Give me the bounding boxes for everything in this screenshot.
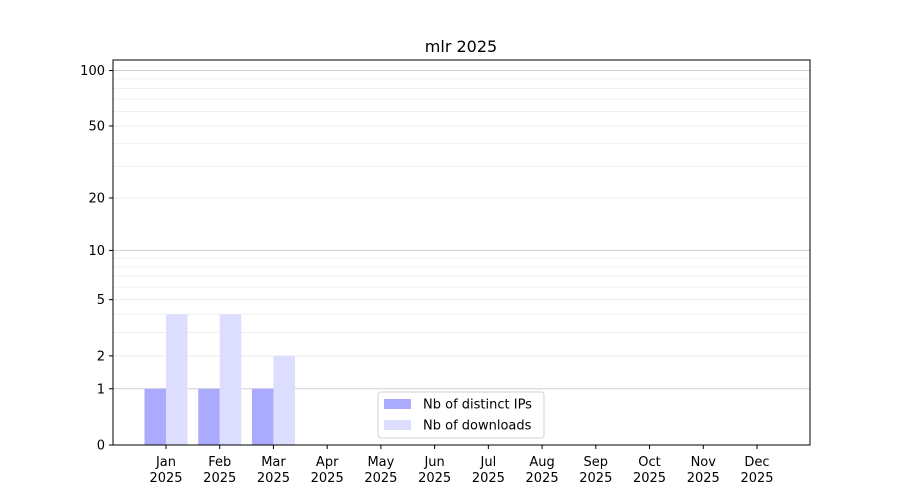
plot-frame: [112, 59, 811, 446]
y-tick-label: 50: [88, 119, 105, 134]
x-axis: Jan2025Feb2025Mar2025Apr2025May2025Jun20…: [149, 445, 774, 486]
x-tick-label-year: 2025: [364, 471, 397, 486]
x-tick-label-month: Dec: [744, 455, 769, 470]
y-tick-label: 0: [97, 439, 105, 454]
x-tick-label-month: Feb: [208, 455, 231, 470]
x-tick-label-year: 2025: [311, 471, 344, 486]
x-tick-label-month: Sep: [584, 455, 609, 470]
x-tick-label-year: 2025: [526, 471, 559, 486]
x-tick-label-year: 2025: [472, 471, 505, 486]
legend-label: Nb of distinct IPs: [423, 398, 532, 413]
x-tick-label-month: Apr: [316, 455, 339, 470]
legend-box: [377, 391, 545, 439]
bar-downloads: [166, 314, 188, 445]
x-tick-label-year: 2025: [418, 471, 451, 486]
x-tick-label-month: Jul: [480, 455, 497, 470]
legend: Nb of distinct IPs Nb of downloads: [377, 391, 545, 439]
legend-swatch: [384, 420, 411, 430]
x-tick-label-year: 2025: [203, 471, 236, 486]
x-tick-label-year: 2025: [633, 471, 666, 486]
x-tick-label-month: Jan: [155, 455, 176, 470]
bar-distinct-ips: [251, 388, 274, 445]
x-tick-label-year: 2025: [579, 471, 612, 486]
y-tick-label: 2: [97, 349, 105, 364]
legend-swatch: [384, 399, 411, 409]
bar-distinct-ips: [198, 388, 220, 445]
y-axis: 0 1 2 5 10 20 50 100: [80, 64, 113, 454]
x-tick-label-year: 2025: [687, 471, 720, 486]
y-tick-label: 20: [88, 191, 105, 206]
chart-title: mlr 2025: [425, 37, 497, 56]
y-tick-label: 5: [97, 293, 105, 308]
x-tick-label-year: 2025: [257, 471, 290, 486]
x-tick-label-month: Jun: [423, 455, 444, 470]
legend-label: Nb of downloads: [423, 419, 532, 434]
bar-downloads: [219, 314, 242, 445]
bars: [144, 314, 295, 445]
y-tick-label: 10: [88, 244, 105, 259]
x-tick-label-month: May: [367, 455, 394, 470]
y-tick-label: 1: [97, 382, 105, 397]
x-tick-label-year: 2025: [740, 471, 773, 486]
x-tick-label-year: 2025: [149, 471, 182, 486]
bar-downloads: [273, 355, 295, 445]
x-tick-label-month: Oct: [638, 455, 660, 470]
x-tick-label-month: Aug: [529, 455, 554, 470]
bar-distinct-ips: [144, 388, 166, 445]
y-tick-label: 100: [80, 64, 105, 79]
x-tick-label-month: Mar: [261, 455, 286, 470]
x-tick-label-month: Nov: [691, 455, 717, 470]
